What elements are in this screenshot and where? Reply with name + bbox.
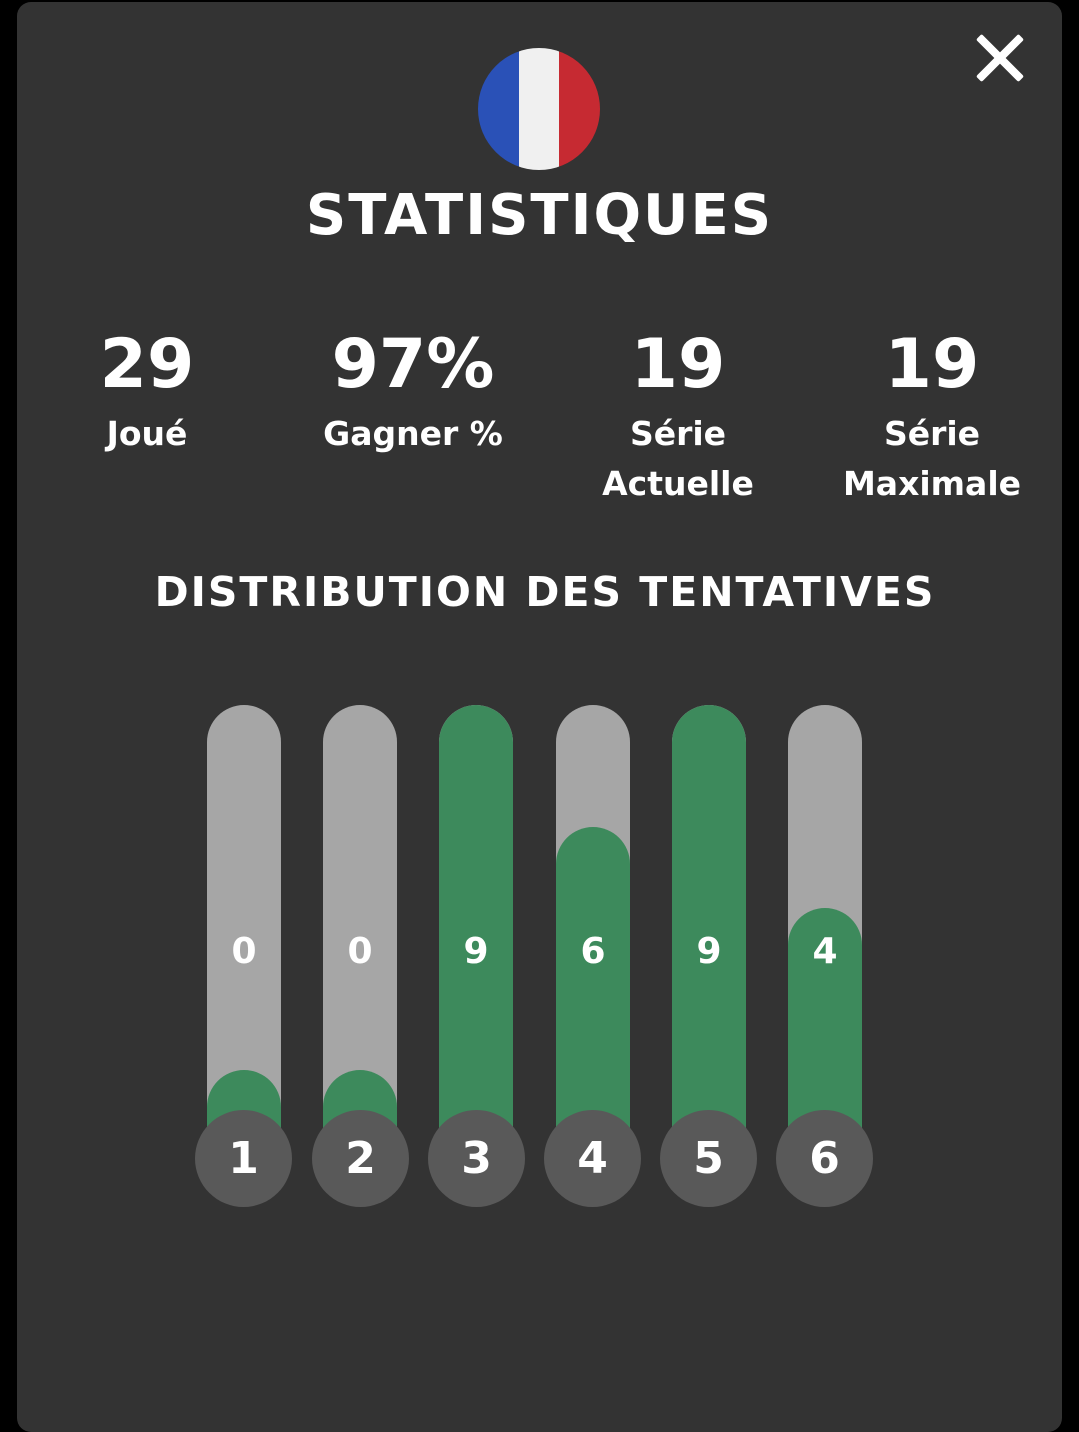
- stat-value: 19: [884, 325, 980, 404]
- bar-count: 9: [696, 931, 722, 972]
- distribution-bar-5: 9: [672, 705, 746, 1160]
- bar-count: 4: [812, 931, 838, 972]
- distribution-title: DISTRIBUTION DES TENTATIVES: [154, 568, 936, 616]
- bar-count: 9: [463, 931, 489, 972]
- stat-value: 97%: [331, 325, 495, 404]
- distribution-bar-4: 6: [556, 705, 630, 1160]
- guess-number-3: 3: [428, 1110, 525, 1207]
- bar-count: 0: [347, 931, 373, 972]
- france-flag-icon: [478, 48, 600, 170]
- close-icon[interactable]: [968, 26, 1032, 90]
- flag-stripe-white: [518, 48, 560, 170]
- guess-number-5: 5: [660, 1110, 757, 1207]
- guess-number-6: 6: [776, 1110, 873, 1207]
- stat-label: Gagner %: [323, 414, 503, 453]
- stat-max-streak: 19 Série Maximale: [817, 325, 1047, 509]
- bar-count: 6: [580, 931, 606, 972]
- page-title: STATISTIQUES: [305, 183, 774, 248]
- stat-value: 19: [630, 325, 726, 404]
- statistics-modal: [17, 2, 1062, 1432]
- distribution-bar-3: 9: [439, 705, 513, 1160]
- bar-fill: [672, 705, 746, 1160]
- distribution-bar-6: 4: [788, 705, 862, 1160]
- guess-number-1: 1: [195, 1110, 292, 1207]
- bar-fill: [439, 705, 513, 1160]
- bar-fill: [556, 826, 630, 1160]
- stat-current-streak: 19 Série Actuelle: [563, 325, 793, 509]
- stat-value: 29: [99, 325, 195, 404]
- stat-played: 29 Joué: [32, 325, 262, 459]
- guess-number-4: 4: [544, 1110, 641, 1207]
- guess-number-2: 2: [312, 1110, 409, 1207]
- bar-count: 0: [231, 931, 257, 972]
- distribution-bar-2: 0: [323, 705, 397, 1160]
- stat-label: Joué: [106, 414, 188, 453]
- stat-label: Série Maximale: [842, 414, 1022, 503]
- stat-win-percent: 97% Gagner %: [298, 325, 528, 459]
- distribution-bar-1: 0: [207, 705, 281, 1160]
- stat-label: Série Actuelle: [602, 414, 754, 503]
